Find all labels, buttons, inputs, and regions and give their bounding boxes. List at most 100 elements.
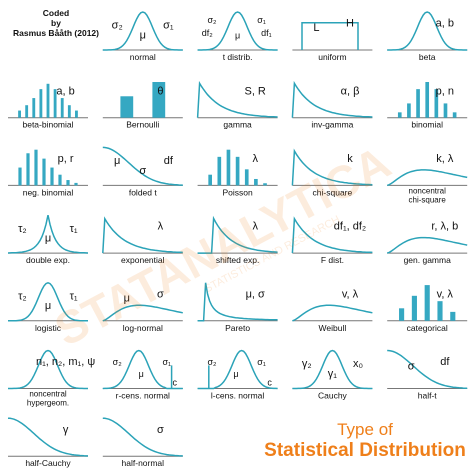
panel-gengamma: r, λ, b gen. gamma [386, 221, 468, 265]
panel-name: beta [419, 52, 436, 62]
density-curve [291, 216, 373, 254]
bar [452, 112, 457, 118]
param-label: v, λ [437, 288, 454, 300]
panel-name: chi-square [313, 187, 353, 197]
bar [244, 169, 249, 186]
panels-layer: σ₂ μ σ₁ normal σ₂ σ₁ df₂ μ df₁ t distrib. L Hunifor… [7, 11, 468, 468]
density-curve [301, 21, 359, 50]
param-label: μ [139, 369, 144, 379]
footer-statistical-distribution: Statistical Distribution [264, 440, 466, 461]
param-label: σ₂ [112, 20, 123, 32]
bar [399, 308, 405, 321]
param-label: p, r [58, 153, 74, 165]
bar [263, 183, 267, 186]
bar [416, 89, 420, 118]
credit-line-3: Rasmus Bååth (2012) [13, 28, 99, 38]
credit-text: Coded by Rasmus Bååth (2012) [10, 8, 102, 38]
bar [152, 82, 166, 118]
panel-name: chi-square [409, 195, 447, 204]
panel-name: noncentral [409, 186, 447, 195]
panel-name: Weibull [319, 323, 347, 333]
panel-name: noncentral [29, 390, 67, 399]
bar [26, 153, 30, 186]
panel-gamma: S, R gamma [196, 80, 278, 130]
panel-name: double exp. [26, 255, 70, 265]
panel-name: shifted exp. [216, 255, 259, 265]
param-label: S, R [244, 85, 265, 97]
param-label: df [440, 356, 450, 368]
param-label: γ [63, 424, 69, 436]
param-label: μ [140, 29, 146, 41]
panel-name: gen. gamma [404, 255, 452, 265]
bar [53, 89, 57, 118]
param-label: σ₁ [163, 357, 172, 367]
bar [18, 110, 21, 118]
panel-name: l-cens. normal [211, 391, 264, 401]
panel-name: F dist. [321, 255, 344, 265]
param-label: c [173, 377, 178, 387]
param-label: γ₂ [302, 358, 312, 370]
param-label: τ₂ [18, 291, 27, 303]
density-curve [292, 349, 373, 390]
param-label: H [346, 18, 354, 30]
param-label: r, λ, b [431, 221, 458, 233]
bar [60, 98, 64, 118]
panel-normal: σ₂ μ σ₁ normal [102, 11, 183, 62]
density-curve [102, 146, 183, 186]
param-label: a, b [436, 18, 454, 30]
param-label: μ [45, 232, 51, 244]
param-label: v, λ [342, 288, 359, 300]
footer-type-of: Type of [337, 420, 393, 439]
panel-negbinom: p, r neg. binomial [8, 149, 88, 197]
density-curve [291, 80, 373, 118]
bar [34, 149, 38, 186]
bar [226, 149, 231, 186]
panel-logistic: τ₂ μ τ₁ logistic [8, 281, 88, 333]
panel-poisson: λ Poisson [197, 149, 278, 197]
param-label: τ₂ [18, 223, 27, 235]
bar [74, 182, 78, 186]
density-curve [102, 11, 183, 51]
param-label: σ₂ [207, 357, 217, 367]
bar [50, 167, 54, 186]
panel-name: hypergeom. [27, 399, 69, 408]
credit-line-1: Coded [42, 8, 70, 18]
panel-name: half-normal [122, 458, 165, 468]
panel-name: normal [130, 52, 156, 62]
bar [42, 158, 46, 186]
panel-name: uniform [318, 52, 346, 62]
bar [217, 156, 222, 186]
panel-weibull: v, λ Weibull [292, 288, 373, 333]
panel-halft: σ df half-t [387, 349, 468, 401]
panel-name: Bernoulli [126, 120, 159, 130]
panel-name: neg. binomial [23, 187, 74, 197]
density-curve [196, 80, 278, 118]
density-curve [197, 11, 278, 51]
panel-chisq: k chi-square [291, 148, 373, 197]
param-label: a, b [56, 85, 74, 97]
param-label: μ [124, 293, 130, 305]
param-label: λ [158, 221, 164, 233]
density-curve [102, 417, 183, 457]
density-curve [387, 349, 468, 389]
density-curve [8, 281, 88, 322]
panel-name: Poisson [222, 187, 253, 197]
panel-lognormal: μ σ log-normal [102, 288, 183, 333]
panel-binomial: p, n binomial [387, 82, 468, 130]
param-label: τ₁ [70, 291, 78, 303]
panel-name: half-Cauchy [25, 458, 71, 468]
bar [443, 103, 448, 118]
credit-line-2: by [51, 18, 61, 28]
param-label: λ [252, 153, 258, 165]
param-label: σ [157, 288, 164, 300]
param-label: σ [408, 360, 415, 372]
bar [66, 180, 70, 186]
panel-doubleexp: τ₂ μ τ₁ double exp. [7, 214, 89, 265]
panel-name: binomial [411, 120, 443, 130]
bar [39, 89, 43, 118]
param-label: μ [114, 155, 120, 167]
param-label: n₁, n₂, m₁, ψ [36, 356, 95, 368]
